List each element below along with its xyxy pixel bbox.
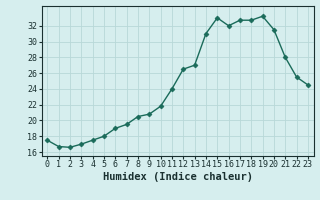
- X-axis label: Humidex (Indice chaleur): Humidex (Indice chaleur): [103, 172, 252, 182]
